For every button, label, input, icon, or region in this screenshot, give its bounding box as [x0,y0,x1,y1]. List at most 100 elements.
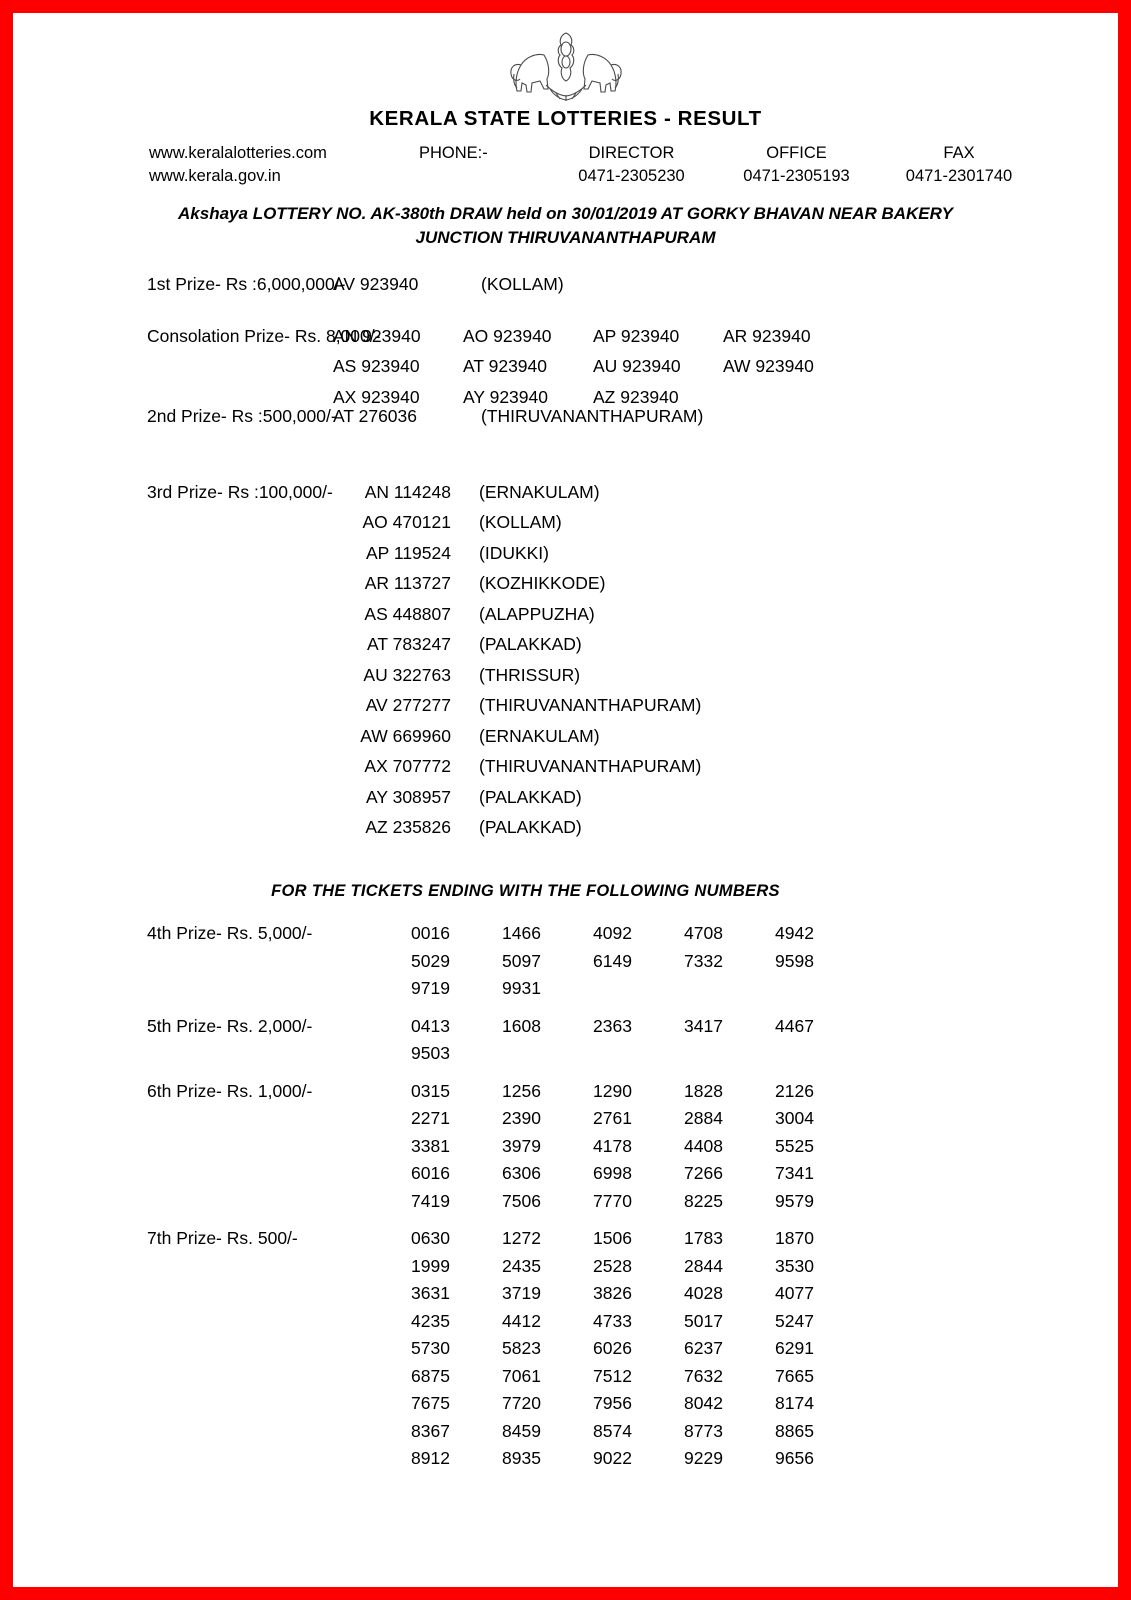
prize-number: 7332 [684,950,723,971]
prize-row-first: 1st Prize- Rs :6,000,000/- AV 923940 (KOL… [51,276,1080,294]
third-place: (KOZHIKKODE) [479,573,606,594]
third-prize-entry: AN 114248 (ERNAKULAM) [333,481,1080,502]
prize-number: 8459 [502,1420,541,1441]
prize-number: 2884 [684,1108,723,1129]
prize-number: 7266 [684,1163,723,1184]
website-primary: www.keralalotteries.com [149,144,327,162]
fifth-prize-number-grid: 0413 1608 2363 3417 4467 9503 [411,1017,866,1063]
prize-label-first: 1st Prize- Rs :6,000,000/- [147,274,346,295]
prize-number: 1272 [502,1228,541,1249]
fax-number: 0471-2301740 [905,167,1013,186]
tickets-ending-heading: FOR THE TICKETS ENDING WITH THE FOLLOWIN… [271,881,780,900]
third-ticket: AS 448807 [364,603,451,624]
third-place: (ERNAKULAM) [479,481,600,502]
prize-number: 3979 [502,1135,541,1156]
spacer [51,294,1080,328]
third-prize-entry: AY 308957 (PALAKKAD) [333,786,1080,807]
prize-number: 4412 [502,1310,541,1331]
prize-number: 6291 [775,1338,814,1359]
prize-number: 8174 [775,1393,814,1414]
winning-ticket-first: AV 923940 [333,274,419,295]
prize-number: 9022 [593,1448,632,1469]
prize-number: 2528 [593,1255,632,1276]
prize-number: 8912 [411,1448,450,1469]
consolation-ticket: AO 923940 [463,325,552,346]
third-ticket: AN 114248 [364,481,451,502]
prize-number: 6306 [502,1163,541,1184]
consolation-ticket: AN 923940 [333,325,421,346]
prize-number: 9579 [775,1190,814,1211]
prize-number: 4942 [775,923,814,944]
phone-label-spacer [419,165,549,188]
prize-number: 2761 [593,1108,632,1129]
third-place: (PALAKKAD) [479,634,582,655]
phone-label: PHONE:- [419,144,488,162]
emblem-container [51,27,1080,103]
consolation-ticket: AT 923940 [463,356,548,377]
third-prize-entry: AU 322763 (THRISSUR) [333,664,1080,685]
prize-label-fourth: 4th Prize- Rs. 5,000/- [147,923,313,944]
third-place: (THRISSUR) [479,664,581,685]
spacer [51,1063,1080,1083]
third-place: (ERNAKULAM) [479,725,600,746]
winning-place-first: (KOLLAM) [481,274,564,295]
director-number: 0471-2305230 [578,167,685,186]
prize-number: 0315 [411,1080,450,1101]
prize-number: 5823 [502,1338,541,1359]
prize-number: 4733 [593,1310,632,1331]
prize-row-sixth: 6th Prize- Rs. 1,000/- 0315 1256 1290 18… [51,1080,1080,1211]
prize-number: 5097 [502,950,541,971]
third-prize-entry: AX 707772 (THIRUVANANTHAPURAM) [333,758,1080,776]
prize-number: 3004 [775,1108,814,1129]
prize-number: 9656 [775,1448,814,1469]
prize-row-fifth: 5th Prize- Rs. 2,000/- 0413 1608 2363 34… [51,1015,1080,1063]
prize-number: 3530 [775,1255,814,1276]
prize-number: 5247 [775,1310,814,1331]
third-ticket: AY 308957 [366,786,451,807]
prize-number: 6026 [593,1338,632,1359]
prize-number: 4235 [411,1310,450,1331]
prize-number: 4178 [593,1135,632,1156]
prize-number: 1256 [502,1080,541,1101]
third-place: (IDUKKI) [479,542,549,563]
prize-number: 4028 [684,1283,723,1304]
spacer [51,837,1080,883]
prize-row-consolation: Consolation Prize- Rs. 8,000/- AN 923940… [51,325,1080,407]
prize-label-consolation: Consolation Prize- Rs. 8,000/- [147,325,381,346]
third-place: (THIRUVANANTHAPURAM) [479,756,702,777]
prize-number: 1828 [684,1080,723,1101]
prize-number: 8935 [502,1448,541,1469]
prize-label-third: 3rd Prize- Rs :100,000/- [147,481,333,502]
prize-label-sixth: 6th Prize- Rs. 1,000/- [147,1080,313,1101]
prize-number: 7419 [411,1190,450,1211]
consolation-ticket: AZ 923940 [593,386,679,407]
third-prize-entry: AV 277277 (THIRUVANANTHAPURAM) [333,697,1080,715]
third-place: (THIRUVANANTHAPURAM) [479,695,702,716]
prize-number: 9719 [411,978,450,999]
prize-label-fifth: 5th Prize- Rs. 2,000/- [147,1015,313,1036]
office-header: OFFICE [766,144,827,162]
third-place: (PALAKKAD) [479,786,582,807]
prize-number: 4077 [775,1283,814,1304]
prize-number: 1999 [411,1255,450,1276]
prize-value-second: AT 276036 (THIRUVANANTHAPURAM) [333,408,1080,426]
fax-header: FAX [943,144,975,162]
prize-number: 0016 [411,923,450,944]
prize-number: 4708 [684,923,723,944]
winning-place-second: (THIRUVANANTHAPURAM) [481,406,704,427]
prize-number: 3826 [593,1283,632,1304]
prize-number: 9598 [775,950,814,971]
prize-number: 2271 [411,1108,450,1129]
third-ticket: AR 113727 [364,573,451,594]
prize-number: 8865 [775,1420,814,1441]
prize-row-second: 2nd Prize- Rs :500,000/- AT 276036 (THIRU… [51,408,1080,426]
prize-results: 1st Prize- Rs :6,000,000/- AV 923940 (KOL… [51,276,1080,1468]
prize-number: 7675 [411,1393,450,1414]
prize-number: 0630 [411,1228,450,1249]
result-sheet: KERALA STATE LOTTERIES - RESULT www.kera… [13,13,1118,1587]
kerala-state-emblem-icon [509,32,622,101]
consolation-ticket: AX 923940 [333,386,420,407]
third-place: (PALAKKAD) [479,817,582,838]
draw-info-line-2: JUNCTION THIRUVANANTHAPURAM [415,227,716,247]
third-prize-entry: AP 119524 (IDUKKI) [333,542,1080,563]
